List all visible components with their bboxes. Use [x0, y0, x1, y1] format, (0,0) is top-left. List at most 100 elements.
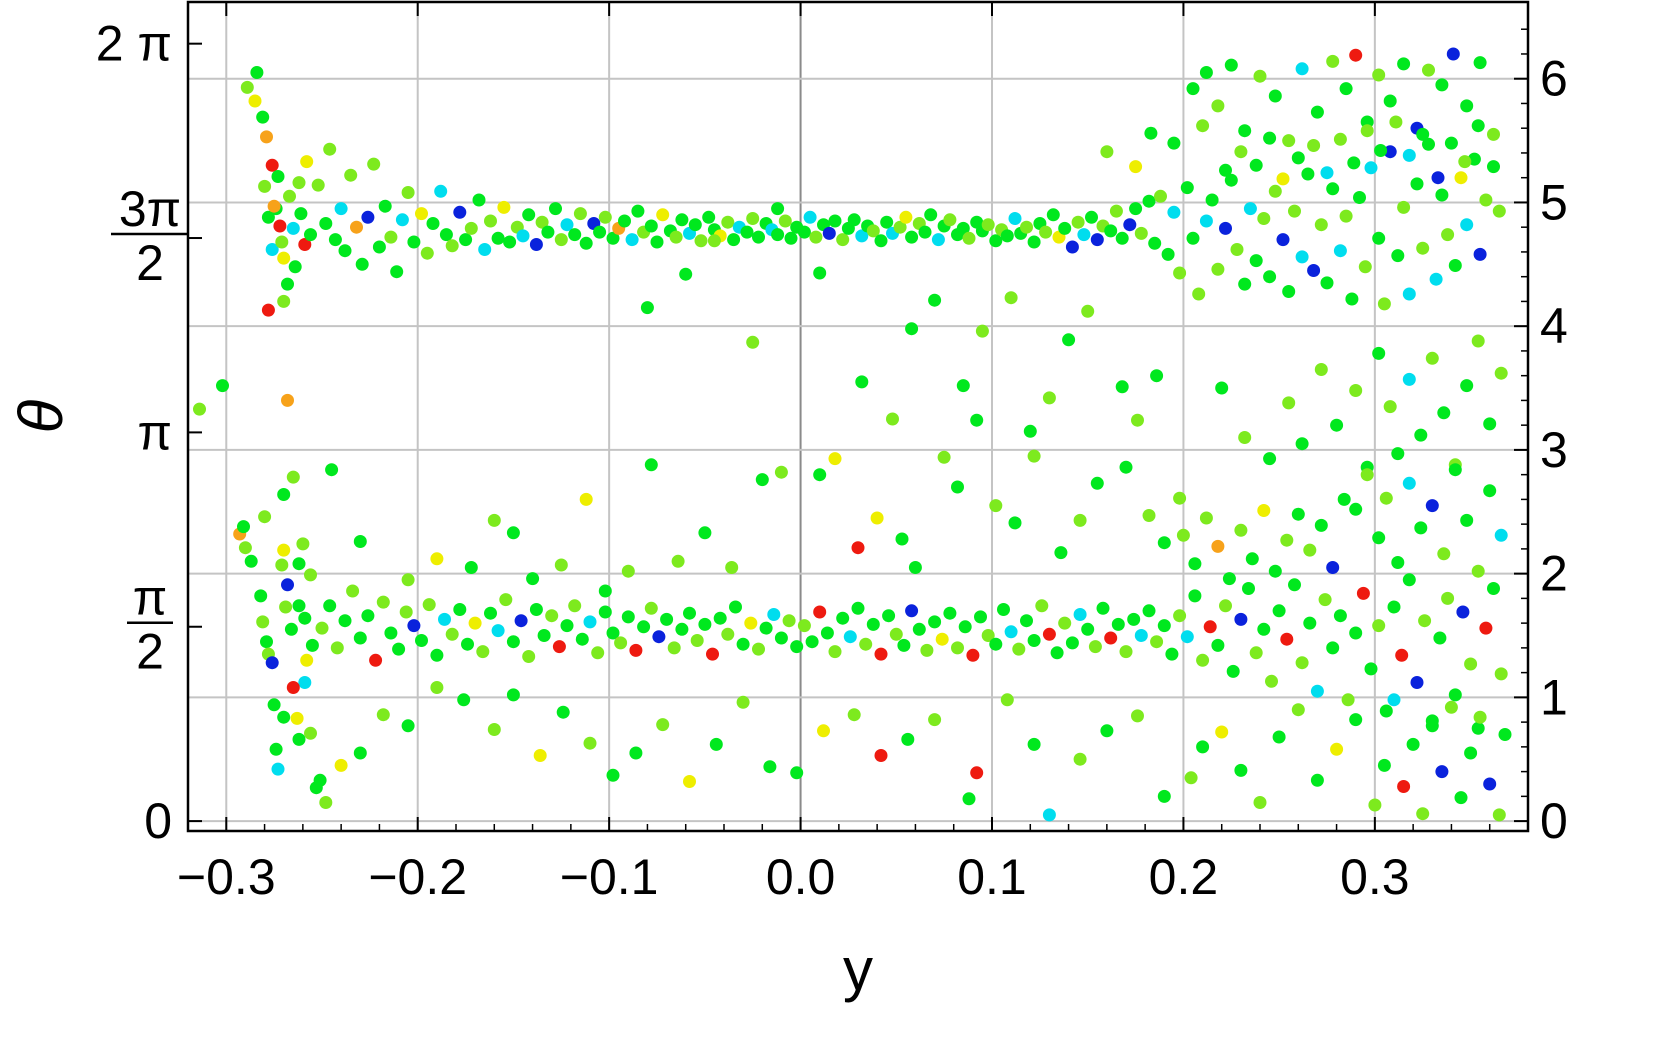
data-point [1444, 700, 1458, 714]
data-point [1387, 600, 1401, 614]
data-point [1234, 523, 1248, 537]
data-point [1391, 249, 1405, 263]
data-point [1391, 447, 1405, 461]
data-point [529, 603, 543, 616]
data-point [1215, 381, 1229, 395]
data-point [1142, 604, 1156, 618]
data-point [1263, 131, 1277, 145]
data-point [575, 632, 589, 646]
data-point [533, 749, 547, 762]
data-point [325, 463, 339, 477]
data-point [1249, 646, 1263, 660]
data-point [261, 210, 275, 224]
data-point [847, 213, 861, 227]
data-point [522, 208, 536, 222]
data-point [545, 609, 559, 623]
data-point [889, 627, 903, 641]
data-point [675, 622, 689, 636]
data-point [1483, 777, 1497, 791]
data-point [560, 218, 574, 232]
data-point [744, 616, 758, 630]
data-point [908, 561, 922, 574]
data-point [1027, 634, 1041, 647]
data-point [334, 202, 348, 216]
data-point [1492, 204, 1506, 218]
data-point [529, 238, 543, 251]
data-point [1364, 161, 1378, 175]
data-point [1487, 127, 1500, 141]
data-point [1418, 614, 1432, 628]
data-point [1473, 56, 1487, 70]
data-point [1341, 693, 1355, 707]
data-point [1161, 247, 1175, 261]
data-point [1295, 250, 1309, 264]
data-point [640, 301, 654, 315]
data-point [621, 610, 635, 624]
data-point [1196, 119, 1210, 133]
data-point [1144, 126, 1158, 140]
data-point [1416, 807, 1430, 821]
data-point [755, 473, 769, 487]
data-point [1268, 184, 1282, 198]
data-point [392, 642, 406, 656]
data-point [568, 599, 582, 613]
data-point [1180, 630, 1194, 644]
data-point [1492, 808, 1506, 822]
data-point [784, 231, 798, 245]
data-point [1127, 612, 1141, 626]
data-point [346, 584, 360, 598]
data-point [1414, 521, 1428, 535]
data-point [401, 186, 415, 199]
data-point [905, 230, 919, 244]
data-point [438, 612, 451, 626]
data-point [736, 695, 750, 709]
data-point [464, 561, 478, 574]
data-point [459, 233, 473, 247]
data-point [1402, 287, 1416, 301]
data-point [1226, 664, 1240, 678]
data-point [311, 178, 325, 192]
data-point [629, 746, 643, 760]
data-point [579, 492, 593, 506]
data-point [1295, 62, 1309, 76]
data-point [378, 199, 392, 213]
y-left-tick-label-numerator: π [133, 570, 168, 626]
data-point [1257, 212, 1271, 225]
data-point [1372, 68, 1386, 82]
data-point [644, 601, 658, 615]
data-point [1234, 612, 1248, 626]
data-point [1456, 605, 1470, 619]
data-point [313, 773, 327, 787]
x-tick-label: −0.1 [560, 849, 659, 905]
data-point [614, 636, 628, 650]
data-point [277, 710, 291, 724]
data-point [1188, 589, 1202, 603]
data-point [1391, 556, 1405, 569]
data-point [591, 646, 605, 660]
data-point [1046, 208, 1060, 222]
data-point [1330, 418, 1344, 432]
y-left-tick-label: 0 [144, 793, 172, 849]
data-point [702, 210, 716, 224]
data-point [652, 630, 666, 644]
data-point [415, 207, 428, 221]
data-point [260, 130, 273, 144]
data-point [1374, 144, 1388, 157]
data-point [817, 724, 830, 738]
data-point [344, 168, 358, 182]
data-point [445, 627, 459, 641]
data-point [1441, 228, 1455, 242]
data-point [1115, 231, 1129, 245]
data-point [1410, 177, 1424, 191]
data-point [583, 615, 597, 629]
data-point [1383, 145, 1397, 159]
data-point [1402, 148, 1416, 162]
data-point [931, 233, 945, 247]
data-point [1268, 89, 1282, 103]
data-point [273, 219, 287, 233]
data-point [1134, 629, 1148, 642]
data-point [286, 470, 300, 484]
data-point [1314, 363, 1328, 376]
data-point [725, 561, 739, 574]
